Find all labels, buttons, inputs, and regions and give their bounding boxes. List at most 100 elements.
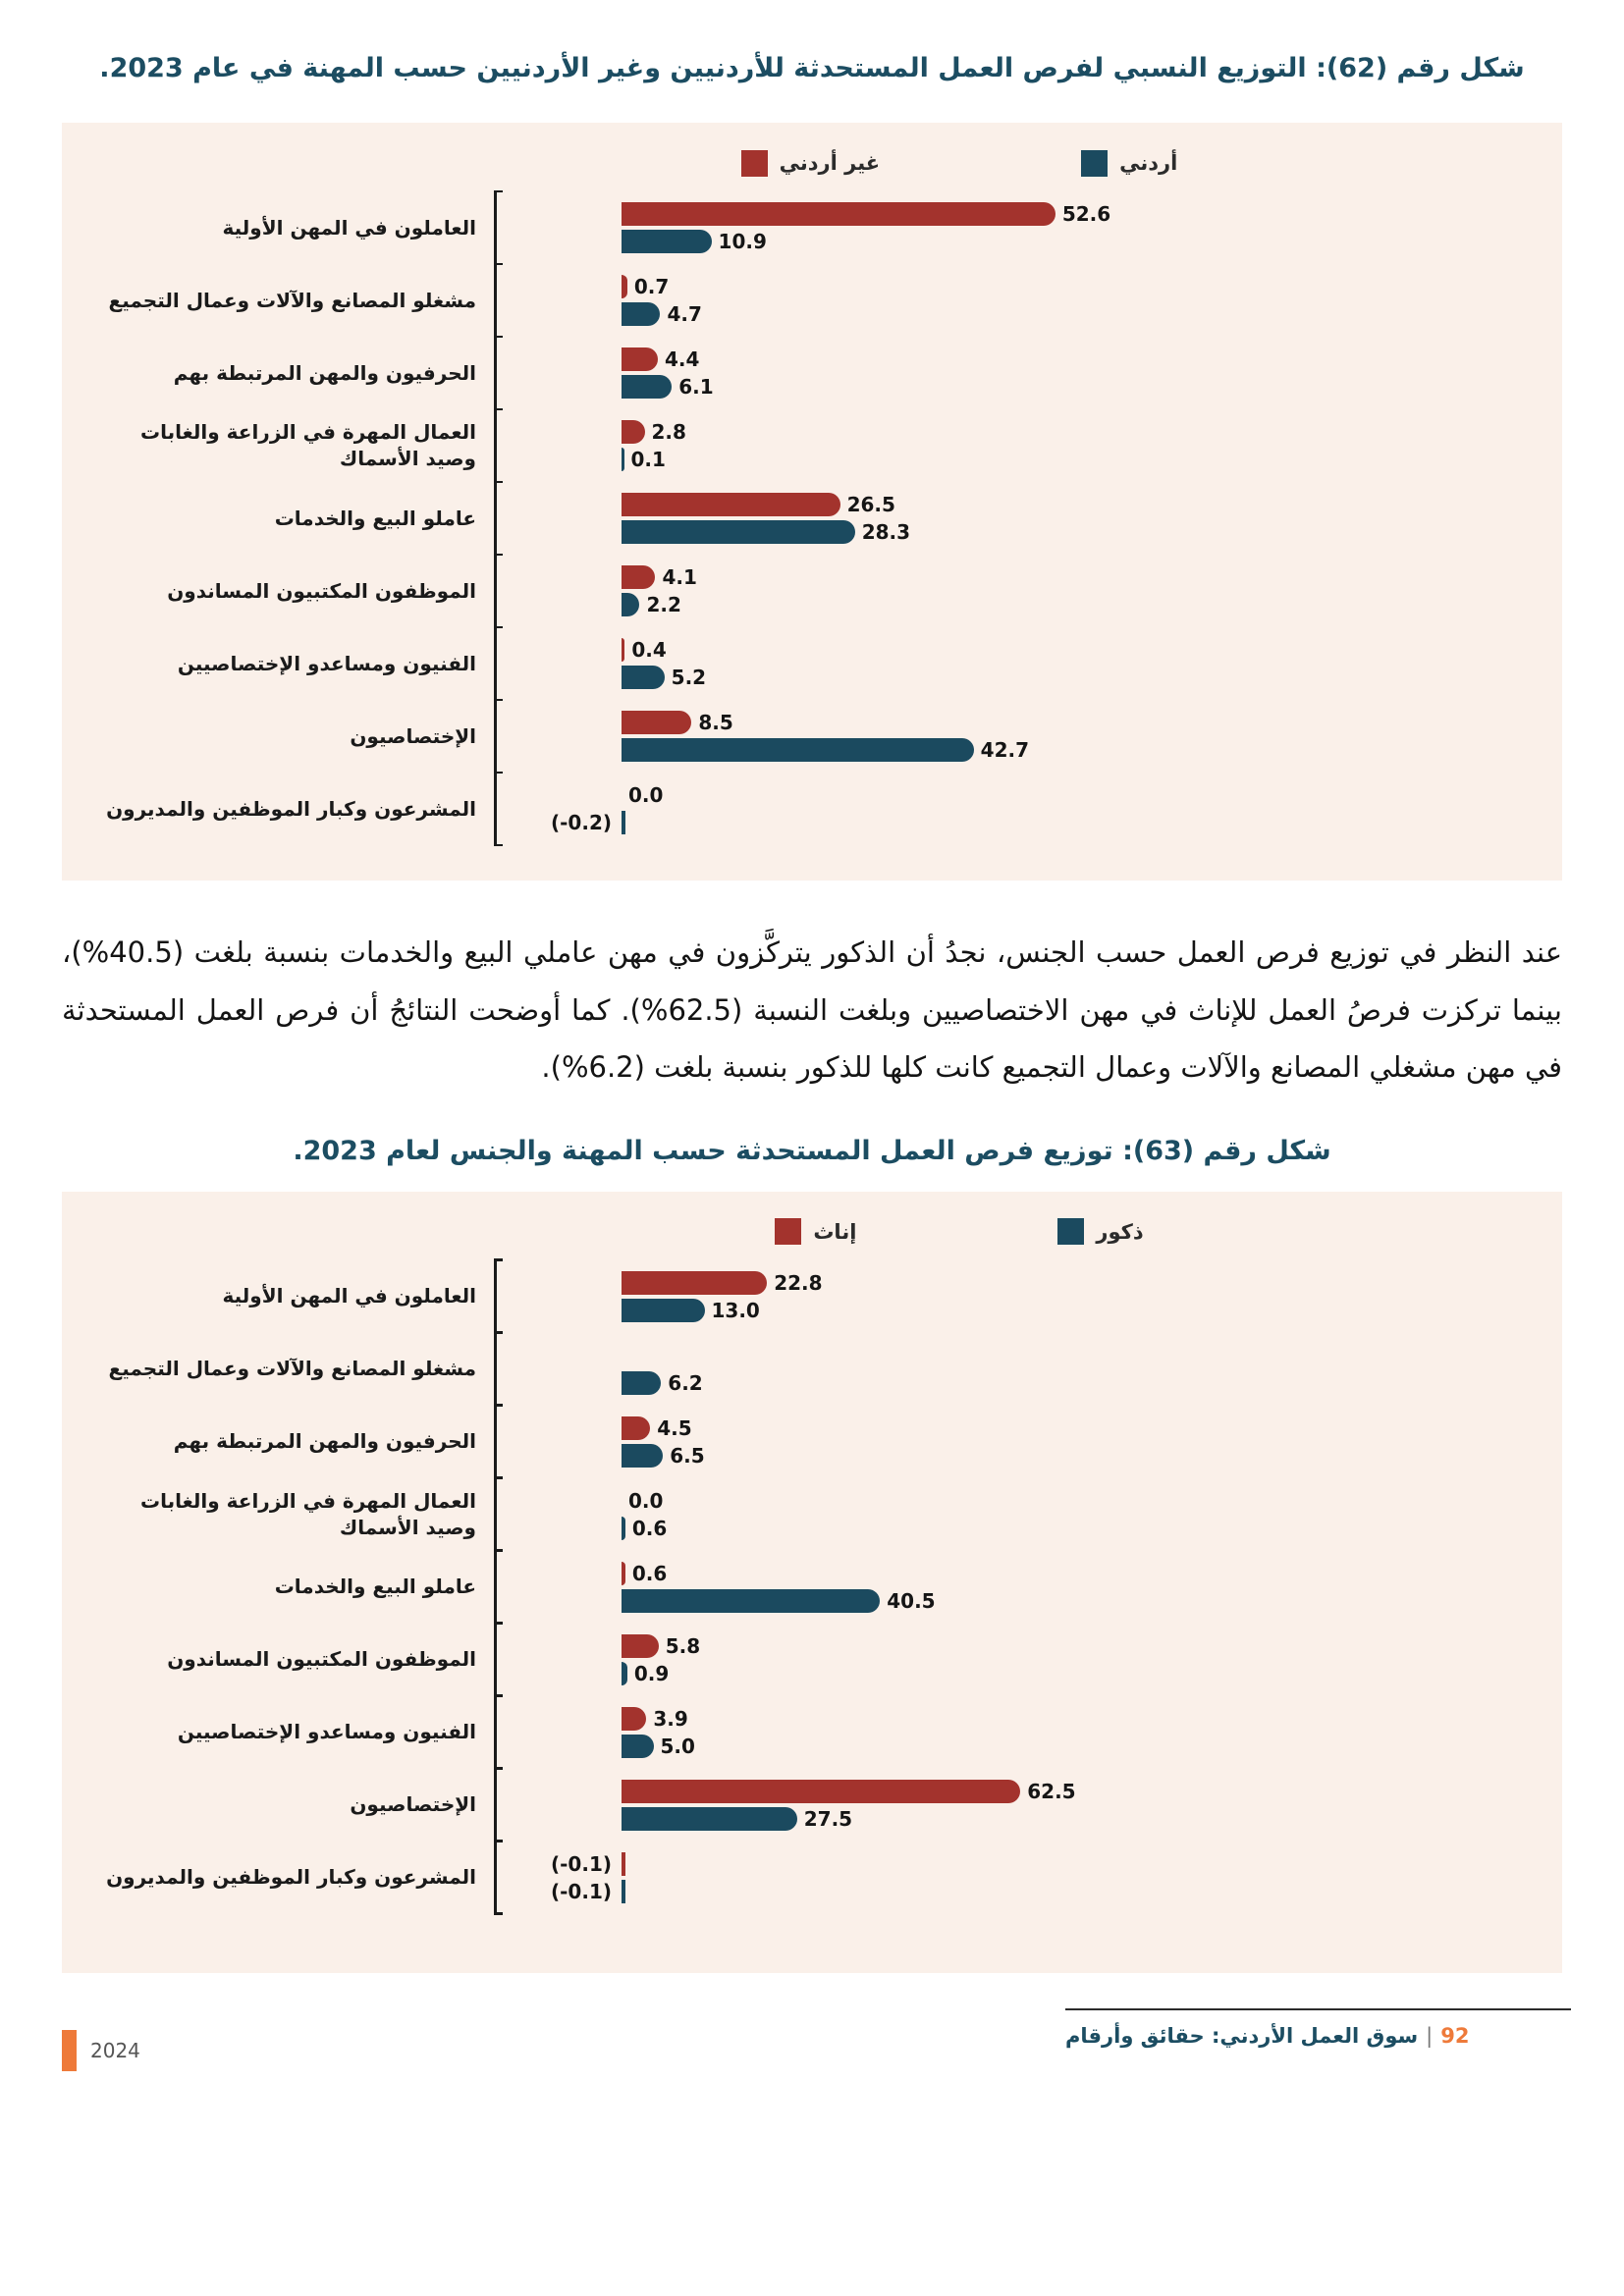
legend-label: ذكور (1096, 1219, 1144, 1244)
bar (622, 638, 625, 662)
bar (622, 448, 624, 471)
legend-swatch-red-icon (775, 1218, 802, 1246)
bar (622, 1270, 768, 1295)
bar-line: 4.4 (622, 347, 1523, 371)
figure62-legend: غير أردني أردني (248, 146, 1624, 180)
bar-value-label: 26.5 (846, 493, 895, 516)
bar-value-label: 0.0 (628, 1488, 664, 1513)
bar-negative (622, 811, 625, 834)
legend-item-males: ذكور (1057, 1218, 1144, 1246)
chart-row: الحرفيون والمهن المرتبطة بهم 4.5 6.5 (101, 1404, 1523, 1478)
category-label: الإختصاصيون (350, 723, 476, 748)
bar (622, 347, 658, 371)
bar-line: 5.2 (622, 666, 1523, 689)
bar-value-label: (-0.1) (550, 1879, 612, 1903)
legend-swatch-blue-icon (1081, 149, 1109, 177)
category-label: الفنيون ومساعدو الإختصاصيين (177, 1720, 476, 1744)
bar-value-label: 27.5 (803, 1806, 853, 1831)
bar (622, 1734, 654, 1758)
bars-group: 2.8 0.1 (622, 416, 1523, 475)
bars-group: 0.4 5.2 (622, 634, 1523, 693)
bar (622, 1298, 705, 1322)
chart-row: المشرعون وكبار الموظفين والمديرون 0.0 (-0.… (101, 771, 1523, 845)
bar-line: 6.5 (622, 1443, 1523, 1468)
bar (622, 593, 640, 616)
bar-value-label: 5.8 (665, 1633, 701, 1658)
category-label: عاملو البيع والخدمات (274, 1575, 476, 1599)
bar (622, 375, 673, 399)
bars-group: 4.4 6.1 (622, 344, 1523, 402)
bar-line: 3.9 (622, 1706, 1523, 1731)
bar-line: 4.1 (622, 565, 1523, 589)
category-label: الفنيون ومساعدو الإختصاصيين (177, 651, 476, 675)
bars-group: 0.7 4.7 (622, 271, 1523, 330)
chart-row: الإختصاصيون 62.5 27.5 (101, 1767, 1523, 1842)
figure62-title: شكل رقم (62): التوزيع النسبي لفرص العمل … (99, 53, 1525, 83)
bars-group: 0.0 0.6 (622, 1485, 1523, 1544)
bar-line: 6.1 (622, 375, 1523, 399)
bar (622, 1806, 797, 1831)
chart-row: مشغلو المصانع والآلات وعمال التجميع 6.2 (101, 1331, 1523, 1406)
category-label: مشغلو المصانع والآلات وعمال التجميع (108, 1357, 476, 1381)
figure62-chart: العاملون في المهن الأولية 52.6 10.9 مشغلو ا… (101, 189, 1523, 846)
bar (622, 230, 712, 253)
page-footer: 2024 92| سوق العمل الأردني: حقائق وأرقام (62, 2007, 1571, 2071)
bar-line: 40.5 (622, 1588, 1523, 1613)
category-label: الموظفون المكتبيون المساندون (167, 578, 476, 603)
chart-row: الفنيون ومساعدو الإختصاصيين 0.4 5.2 (101, 625, 1523, 700)
figure63-panel: إناث ذكور العاملون في المهن الأولية 22.8 1… (62, 1191, 1562, 1973)
bar-value-label: (-0.2) (550, 811, 612, 834)
chart-row: الفنيون ومساعدو الإختصاصيين 3.9 5.0 (101, 1694, 1523, 1769)
bar-value-label: (-0.1) (550, 1851, 612, 1876)
bar-line: 28.3 (622, 520, 1523, 544)
bar-value-label: 5.2 (671, 666, 707, 689)
bar-value-label: 5.0 (660, 1734, 695, 1758)
bar-value-label: 10.9 (718, 230, 767, 253)
footer-year: 2024 (90, 2038, 140, 2062)
bars-group: 4.1 2.2 (622, 561, 1523, 620)
bar-value-label: 0.1 (630, 448, 666, 471)
legend-item-non-jordanian: غير أردني (740, 149, 880, 177)
bars-group: 4.5 6.5 (622, 1413, 1523, 1471)
bar-value-label: 3.9 (653, 1706, 688, 1731)
bar-value-label: 0.9 (633, 1661, 670, 1685)
bar-line: (-0.2) (551, 811, 1523, 834)
bar-negative (622, 1851, 625, 1876)
chart-row: العمال المهرة في الزراعة والغابات وصيد ا… (101, 1476, 1523, 1551)
category-label: الإختصاصيون (350, 1792, 476, 1817)
bar-line: 0.6 (622, 1516, 1523, 1540)
chart-row: الحرفيون والمهن المرتبطة بهم 4.4 6.1 (101, 335, 1523, 409)
book-title: سوق العمل الأردني: حقائق وأرقام (1065, 2023, 1419, 2048)
bar-value-label: 0.7 (633, 275, 670, 298)
bar (622, 738, 974, 762)
bar-line: 8.5 (622, 711, 1523, 734)
figure63-title: شكل رقم (63): توزيع فرص العمل المستحدثة … (293, 1135, 1331, 1166)
category-label: عاملو البيع والخدمات (274, 506, 476, 530)
chart-row: العاملون في المهن الأولية 22.8 13.0 (101, 1258, 1523, 1333)
bars-group: 5.8 0.9 (622, 1630, 1523, 1689)
bar (622, 1516, 625, 1540)
bar-value-label: 6.5 (670, 1443, 705, 1468)
bar-value-label: 22.8 (774, 1270, 823, 1295)
bar-value-label: 42.7 (980, 738, 1030, 762)
legend-swatch-blue-icon (1057, 1218, 1085, 1246)
bar-value-label: 2.2 (646, 593, 681, 616)
category-label: الحرفيون والمهن المرتبطة بهم (173, 1429, 476, 1454)
bar-line: 0.0 (622, 1489, 1523, 1513)
bar-line: 13.0 (622, 1298, 1523, 1322)
figure62-panel: غير أردني أردني العاملون في المهن الأولي… (62, 123, 1562, 881)
category-label: العاملون في المهن الأولية (222, 215, 477, 240)
category-label: المشرعون وكبار الموظفين والمديرون (106, 1865, 476, 1890)
bar-line: 52.6 (622, 202, 1523, 226)
bar-line: 0.1 (622, 448, 1523, 471)
bar-value-label: 4.1 (662, 565, 697, 589)
bar (622, 1443, 664, 1468)
bar-line: 5.8 (622, 1633, 1523, 1658)
bar-line: 0.0 (622, 783, 1523, 807)
bar (622, 565, 656, 589)
figure63-chart: العاملون في المهن الأولية 22.8 13.0 مشغلو ا… (101, 1258, 1523, 1915)
bar-value-label: 0.6 (631, 1561, 668, 1585)
bar (622, 1706, 647, 1731)
bar-line: 2.2 (622, 593, 1523, 616)
